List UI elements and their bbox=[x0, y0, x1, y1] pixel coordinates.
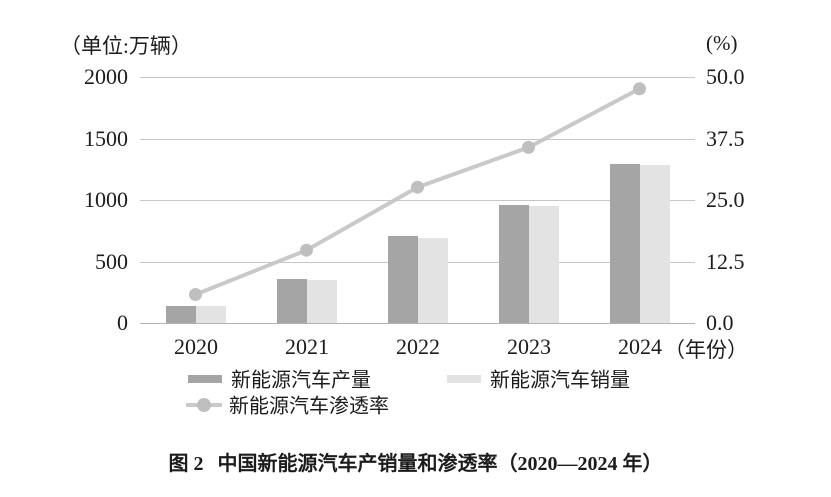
left-tick-label: 500 bbox=[95, 249, 128, 274]
left-tick-label: 1500 bbox=[84, 126, 128, 151]
legend-item-penetration: 新能源汽车渗透率 bbox=[186, 395, 389, 417]
x-axis-line bbox=[140, 323, 695, 324]
penetration-swatch-dot bbox=[197, 398, 211, 413]
sales-bar bbox=[307, 280, 337, 323]
x-tick-label: 2023 bbox=[507, 334, 551, 359]
left-tick-label: 0 bbox=[117, 310, 128, 335]
sales-swatch bbox=[447, 375, 481, 384]
production-bar bbox=[388, 236, 418, 323]
penetration-marker bbox=[411, 180, 424, 194]
x-tick-label: 2024 bbox=[618, 334, 662, 359]
left-tick-label: 1000 bbox=[84, 187, 128, 212]
legend-label-penetration: 新能源汽车渗透率 bbox=[229, 395, 389, 418]
production-bar bbox=[499, 205, 529, 323]
left-axis-unit-label: （单位:万辆） bbox=[60, 34, 192, 58]
right-tick-label: 50.0 bbox=[706, 64, 745, 89]
legend-item-sales: 新能源汽车销量 bbox=[447, 369, 630, 391]
penetration-swatch bbox=[186, 398, 222, 413]
penetration-marker bbox=[633, 82, 646, 96]
penetration-marker bbox=[189, 288, 202, 301]
right-tick-label: 37.5 bbox=[706, 126, 745, 151]
production-bar bbox=[610, 164, 640, 323]
legend-label-sales: 新能源汽车销量 bbox=[490, 369, 630, 392]
legend-item-production: 新能源汽车产量 bbox=[188, 369, 371, 391]
legend-label-production: 新能源汽车产量 bbox=[231, 369, 371, 392]
figure-caption-title: 中国新能源汽车产销量和渗透率（2020—2024 年） bbox=[217, 453, 663, 475]
gridline bbox=[140, 77, 695, 78]
production-bar bbox=[277, 279, 307, 323]
sales-bar bbox=[418, 238, 448, 323]
penetration-line-layer bbox=[189, 82, 646, 301]
right-tick-label: 12.5 bbox=[706, 249, 745, 274]
gridline bbox=[140, 200, 695, 201]
figure-caption: 图 2 中国新能源汽车产销量和渗透率（2020—2024 年） bbox=[0, 447, 831, 476]
right-tick-label: 25.0 bbox=[706, 187, 745, 212]
right-axis-unit-label: (%) bbox=[706, 31, 738, 55]
gridline bbox=[140, 139, 695, 140]
x-tick-label: 2021 bbox=[285, 334, 329, 359]
right-tick-label: 0.0 bbox=[706, 310, 734, 335]
x-axis-suffix-label: （年份） bbox=[664, 338, 748, 362]
production-swatch bbox=[188, 375, 222, 384]
x-tick-label: 2022 bbox=[396, 334, 440, 359]
sales-bar bbox=[640, 165, 670, 323]
sales-bar bbox=[529, 206, 559, 323]
left-tick-label: 2000 bbox=[84, 64, 128, 89]
production-bar bbox=[166, 306, 196, 323]
plot-area bbox=[140, 77, 695, 324]
penetration-marker bbox=[522, 140, 535, 154]
x-tick-label: 2020 bbox=[174, 334, 218, 359]
penetration-marker bbox=[300, 243, 313, 257]
sales-bar bbox=[196, 306, 226, 323]
figure-caption-number: 图 2 bbox=[168, 453, 204, 475]
